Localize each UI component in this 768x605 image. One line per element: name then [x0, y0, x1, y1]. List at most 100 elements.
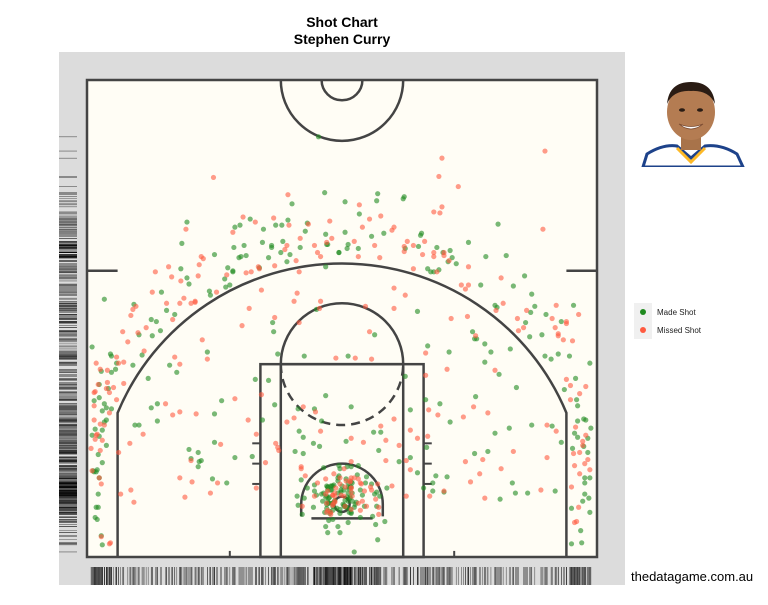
made-shot-point: [108, 353, 115, 359]
missed-shot-point: [510, 448, 516, 455]
legend-key-made: [634, 303, 652, 321]
made-shot-point: [154, 418, 160, 424]
missed-shot-point: [585, 456, 591, 463]
made-shot-point: [103, 405, 109, 411]
missed-shot-point: [352, 355, 358, 361]
missed-shot-point: [93, 360, 99, 366]
missed-shot-point: [333, 355, 339, 361]
made-shot-point: [99, 460, 105, 466]
made-shot-point: [414, 308, 421, 314]
missed-shot-point: [544, 454, 550, 461]
made-shot-point: [227, 282, 233, 288]
made-shot-point: [371, 429, 377, 435]
missed-shot-point: [316, 305, 323, 311]
missed-shot-point: [572, 424, 579, 430]
missed-shot-point: [193, 411, 199, 417]
missed-shot-point: [577, 391, 583, 397]
made-shot-point: [259, 239, 266, 245]
missed-shot-point: [141, 348, 147, 354]
missed-shot-point: [348, 459, 354, 465]
made-shot-point: [485, 448, 491, 455]
missed-shot-point: [580, 442, 586, 448]
made-shot-point: [343, 438, 349, 444]
made-shot-point: [430, 488, 436, 494]
missed-shot-point: [317, 428, 324, 434]
missed-shot-point: [437, 210, 443, 216]
made-shot-point: [207, 292, 214, 298]
missed-shot-point: [465, 282, 472, 288]
made-shot-point: [269, 244, 275, 251]
missed-shot-point: [446, 258, 452, 264]
missed-shot-point: [224, 272, 230, 278]
missed-shot-point: [106, 389, 113, 396]
made-shot-point: [139, 352, 145, 358]
missed-shot-point: [460, 414, 466, 420]
missed-shot-point: [200, 256, 206, 262]
made-shot-point: [539, 332, 545, 338]
made-shot-point: [101, 296, 107, 302]
missed-shot-point: [391, 416, 397, 422]
smile-shape: [678, 123, 704, 130]
missed-shot-point: [314, 249, 321, 256]
missed-shot-point: [347, 478, 353, 484]
made-shot-point: [382, 518, 388, 525]
missed-shot-point: [93, 432, 99, 438]
missed-shot-point: [473, 333, 479, 339]
missed-shot-point: [407, 467, 413, 473]
missed-shot-point: [207, 490, 214, 496]
missed-shot-point: [116, 449, 122, 456]
made-shot-point: [414, 470, 421, 476]
missed-shot-point: [253, 485, 259, 491]
made-shot-point: [294, 493, 300, 499]
missed-shot-point: [480, 456, 486, 463]
missed-shot-point: [482, 495, 488, 501]
missed-shot-point: [314, 480, 321, 486]
missed-shot-point: [359, 224, 365, 230]
missed-shot-point: [436, 173, 442, 180]
made-shot-point: [232, 224, 238, 230]
missed-shot-point: [149, 289, 155, 295]
missed-shot-point: [577, 449, 583, 456]
missed-shot-point: [327, 218, 333, 224]
missed-shot-point: [101, 422, 107, 428]
missed-shot-point: [96, 475, 102, 481]
made-shot-point: [447, 419, 453, 425]
missed-shot-point: [258, 287, 265, 293]
missed-shot-point: [97, 366, 103, 372]
missed-shot-point: [271, 215, 277, 221]
missed-shot-point: [177, 361, 183, 367]
missed-shot-point: [587, 467, 593, 473]
made-shot-point: [548, 356, 554, 362]
made-shot-point: [342, 199, 348, 205]
missed-shot-point: [439, 204, 445, 210]
missed-shot-point: [455, 183, 461, 190]
made-shot-point: [357, 487, 363, 493]
shot-points: [88, 134, 594, 555]
missed-shot-point: [439, 155, 445, 161]
rug-bottom: [90, 567, 592, 585]
made-shot-point: [330, 516, 336, 523]
made-shot-point: [345, 241, 351, 248]
missed-shot-point: [104, 379, 110, 386]
missed-shot-point: [317, 298, 324, 304]
made-shot-point: [260, 226, 267, 232]
made-shot-point: [112, 366, 119, 372]
missed-shot-point: [341, 493, 347, 499]
made-shot-point: [407, 454, 413, 461]
missed-shot-point: [162, 401, 169, 407]
missed-shot-point: [130, 306, 136, 312]
made-shot-point: [302, 228, 308, 234]
made-shot-point: [279, 222, 285, 228]
missed-shot-point: [323, 491, 329, 497]
made-shot-point: [285, 217, 291, 223]
missed-shot-point: [243, 270, 249, 276]
missed-shot-point: [329, 235, 335, 241]
made-shot-point: [381, 230, 387, 236]
made-shot-point: [337, 510, 343, 516]
missed-shot-point: [425, 433, 431, 439]
missed-shot-point: [553, 302, 559, 308]
missed-shot-point: [195, 273, 201, 279]
free-throw-circle-bottom: [279, 364, 405, 427]
made-shot-point: [238, 253, 244, 260]
missed-shot-point: [166, 264, 172, 270]
